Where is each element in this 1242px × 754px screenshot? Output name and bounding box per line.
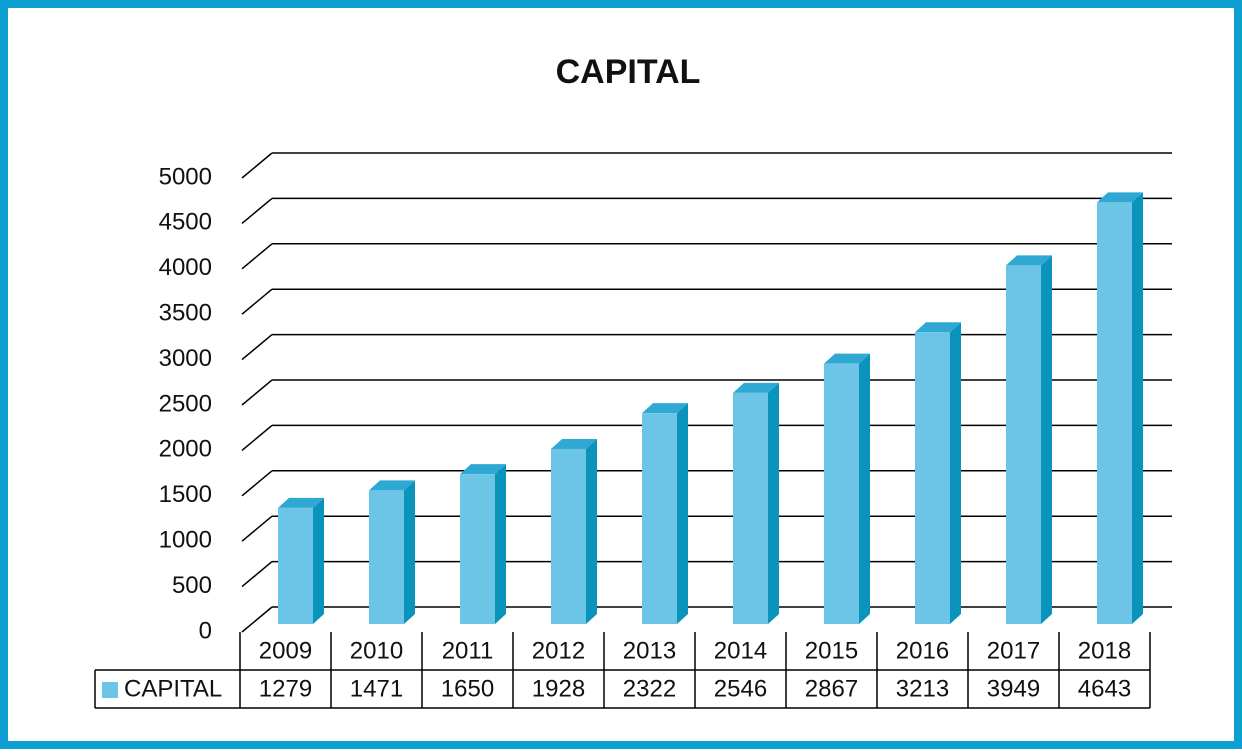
grid-line — [241, 606, 273, 633]
chart-title: CAPITAL — [556, 53, 701, 91]
table-value: 1471 — [350, 675, 403, 702]
bar — [369, 490, 404, 624]
bar-side — [1132, 192, 1143, 625]
bar-side — [313, 497, 324, 624]
bar-side — [677, 403, 688, 624]
legend-swatch — [102, 682, 118, 698]
table-value: 2322 — [623, 675, 676, 702]
y-tick-label: 4500 — [159, 209, 212, 236]
bar-top — [551, 438, 597, 449]
bar-side — [1041, 255, 1052, 625]
grid-line — [241, 561, 273, 588]
grid-line — [241, 424, 273, 451]
bar-top — [642, 403, 688, 414]
x-tick-label: 2016 — [896, 637, 949, 664]
table-value: 3213 — [896, 675, 949, 702]
grid-line — [241, 334, 273, 361]
bar-top — [460, 464, 506, 475]
bar — [824, 363, 859, 624]
bar-top — [1006, 255, 1052, 266]
table-value: 2546 — [714, 675, 767, 702]
bar — [1097, 202, 1132, 625]
table-value: 1650 — [441, 675, 494, 702]
bar — [551, 448, 586, 624]
bar-top — [369, 480, 415, 491]
x-tick-label: 2012 — [532, 637, 585, 664]
bar — [278, 507, 313, 624]
table-value: 4643 — [1078, 675, 1131, 702]
bar-top — [824, 353, 870, 364]
y-tick-label: 500 — [172, 572, 212, 599]
grid-line — [241, 197, 273, 224]
y-tick-label: 4000 — [159, 254, 212, 281]
table-value: 1279 — [259, 675, 312, 702]
table-value: 2867 — [805, 675, 858, 702]
bar-top — [1097, 192, 1143, 203]
x-tick-label: 2010 — [350, 637, 403, 664]
bar — [642, 413, 677, 624]
y-tick-label: 1000 — [159, 527, 212, 554]
y-tick-label: 1500 — [159, 481, 212, 508]
bar-top — [915, 322, 961, 333]
y-tick-label: 2500 — [159, 390, 212, 417]
bar — [460, 474, 495, 624]
bar-side — [859, 353, 870, 624]
grid-line — [241, 243, 273, 270]
bar — [733, 392, 768, 624]
grid-line — [241, 288, 273, 315]
grid-line — [241, 152, 273, 179]
bar-top — [733, 382, 779, 393]
x-tick-label: 2018 — [1078, 637, 1131, 664]
x-tick-label: 2015 — [805, 637, 858, 664]
x-tick-label: 2017 — [987, 637, 1040, 664]
bar-top — [278, 497, 324, 508]
grid-line — [241, 470, 273, 497]
bar-side — [495, 464, 506, 624]
table-value: 3949 — [987, 675, 1040, 702]
grid-line — [241, 515, 273, 542]
table-value: 1928 — [532, 675, 585, 702]
x-tick-label: 2011 — [442, 637, 494, 664]
y-tick-label: 3500 — [159, 300, 212, 327]
bar — [915, 332, 950, 624]
x-tick-label: 2013 — [623, 637, 676, 664]
bar-side — [768, 382, 779, 624]
legend-label: CAPITAL — [124, 675, 222, 702]
bar-side — [586, 438, 597, 624]
y-tick-label: 0 — [199, 617, 212, 644]
x-tick-label: 2014 — [714, 637, 767, 664]
bar — [1006, 265, 1041, 624]
x-tick-label: 2009 — [259, 637, 312, 664]
bar-side — [950, 322, 961, 624]
grid-line — [241, 379, 273, 406]
y-tick-label: 5000 — [159, 163, 212, 190]
y-tick-label: 3000 — [159, 345, 212, 372]
bar-side — [404, 480, 415, 624]
y-tick-label: 2000 — [159, 436, 212, 463]
